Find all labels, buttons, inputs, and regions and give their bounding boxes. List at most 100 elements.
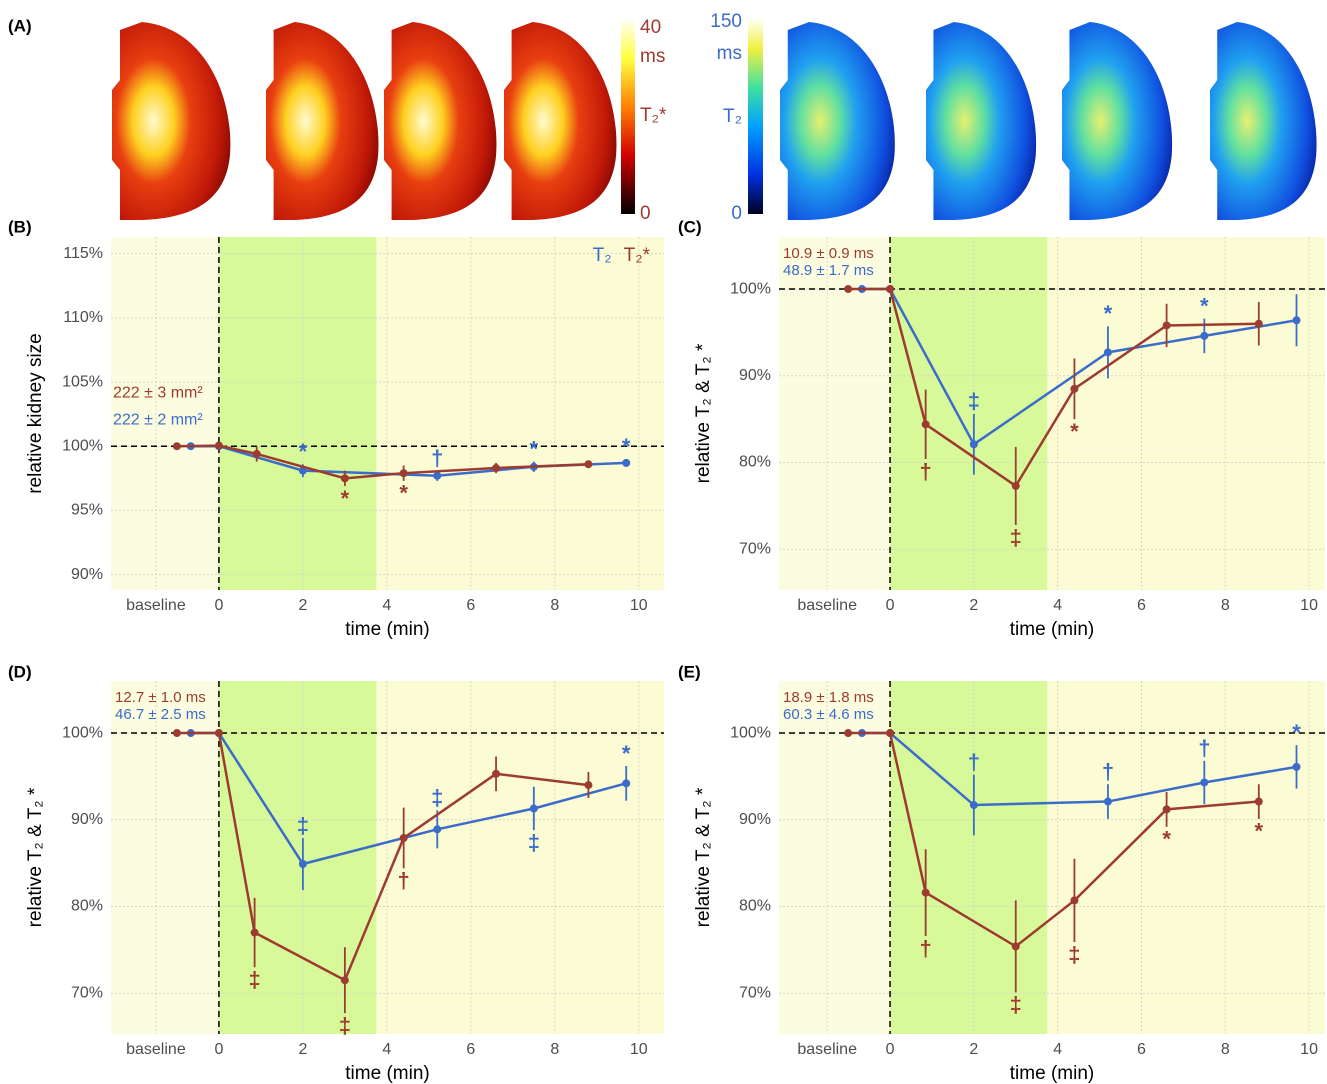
significance-marker: ‡ [1010, 525, 1022, 550]
x-tick-label: 4 [1053, 1041, 1062, 1058]
y-axis-title: relative T₂ & T₂ * [25, 787, 46, 927]
significance-marker: * [622, 741, 631, 766]
x-tick-label: 6 [466, 597, 475, 614]
data-point [922, 889, 930, 897]
data-point [844, 729, 852, 737]
data-point [1200, 778, 1208, 786]
data-point [1104, 348, 1112, 356]
x-axis-title: time (min) [1010, 1063, 1094, 1084]
x-tick-label: 10 [630, 1041, 648, 1058]
significance-marker: ‡ [431, 785, 443, 810]
significance-marker: * [1200, 293, 1209, 318]
y-axis-title: relative T₂ & T₂ * [693, 343, 714, 483]
annotation: 46.7 ± 2.5 ms [115, 706, 206, 723]
x-tick-label: 2 [298, 597, 307, 614]
legend-entry: T₂ [593, 245, 612, 266]
data-point [400, 469, 408, 477]
data-point [1255, 798, 1263, 806]
x-tick-label: 8 [1221, 1041, 1230, 1058]
y-tick-label: 90% [71, 566, 103, 583]
y-tick-label: 70% [739, 984, 771, 1001]
annotation: 18.9 ± 1.8 ms [783, 689, 874, 706]
annotation: 222 ± 3 mm² [113, 385, 203, 402]
x-tick-label: 6 [466, 1041, 475, 1058]
y-tick-label: 80% [739, 454, 771, 471]
y-tick-label: 90% [71, 811, 103, 828]
data-point [341, 976, 349, 984]
x-tick-label: 10 [1300, 1041, 1318, 1058]
annotation: 48.9 ± 1.7 ms [783, 262, 874, 279]
x-tick-label: 8 [550, 1041, 559, 1058]
significance-marker: * [1162, 827, 1171, 852]
kidney-maps-t2star [112, 22, 616, 220]
colorbar-label: 0 [640, 203, 651, 224]
y-tick-label: 80% [71, 898, 103, 915]
data-point [251, 929, 259, 937]
x-tick-label: 4 [382, 1041, 391, 1058]
y-tick-label: 90% [739, 367, 771, 384]
x-axis-title: time (min) [345, 1063, 429, 1084]
x-tick-label: baseline [126, 597, 186, 614]
y-axis-title: relative T₂ & T₂ * [693, 787, 714, 927]
colorbar-label: 0 [731, 203, 742, 224]
data-point [1163, 321, 1171, 329]
colorbar-label: ms [717, 43, 742, 64]
y-tick-label: 100% [62, 724, 103, 741]
significance-marker: † [398, 868, 410, 893]
x-tick-label: 0 [214, 597, 223, 614]
data-point [530, 804, 538, 812]
y-tick-label: 80% [739, 898, 771, 915]
significance-marker: * [1104, 301, 1113, 326]
data-point [1012, 942, 1020, 950]
x-tick-label: 2 [969, 1041, 978, 1058]
significance-marker: ‡ [528, 830, 540, 855]
kidney-maps-t2 [780, 22, 1317, 220]
significance-marker: * [299, 439, 308, 464]
y-tick-label: 70% [71, 984, 103, 1001]
significance-marker: ‡ [968, 389, 980, 414]
data-point [1293, 763, 1301, 771]
data-point [173, 729, 181, 737]
significance-marker: † [920, 936, 932, 961]
x-axis-title: time (min) [345, 619, 429, 640]
x-tick-label: 4 [1053, 597, 1062, 614]
y-tick-label: 110% [63, 309, 103, 326]
shaded-interval [219, 237, 376, 590]
annotation: 60.3 ± 4.6 ms [783, 706, 874, 723]
data-point [1104, 798, 1112, 806]
x-tick-label: 2 [298, 1041, 307, 1058]
y-tick-label: 70% [739, 540, 771, 557]
data-point [622, 779, 630, 787]
x-tick-label: 8 [550, 597, 559, 614]
significance-marker: † [920, 459, 932, 484]
annotation: 10.9 ± 0.9 ms [783, 245, 874, 262]
panel-label: (D) [8, 662, 32, 681]
colorbar-label: 40 [640, 17, 661, 38]
data-point [886, 285, 894, 293]
y-tick-label: 105% [62, 373, 103, 390]
shaded-interval [890, 681, 1047, 1034]
data-point [622, 459, 630, 467]
colorbar-label: T₂ [723, 106, 742, 127]
significance-marker: * [1292, 720, 1301, 745]
y-tick-label: 90% [739, 811, 771, 828]
legend-entry: T₂* [624, 245, 651, 266]
y-tick-label: 95% [71, 502, 103, 519]
data-point [1163, 805, 1171, 813]
figure: (A) 40 ms T₂* 0 150 ms T₂ 0 90%95%100%10… [0, 0, 1327, 1084]
x-tick-label: baseline [797, 1041, 857, 1058]
x-tick-label: 6 [1137, 1041, 1146, 1058]
significance-marker: † [968, 749, 980, 774]
data-point [253, 450, 261, 458]
data-point [1070, 385, 1078, 393]
x-tick-label: baseline [126, 1041, 186, 1058]
data-point [584, 781, 592, 789]
significance-marker: † [1102, 759, 1114, 784]
significance-marker: * [1255, 819, 1264, 844]
data-point [970, 440, 978, 448]
annotation: 12.7 ± 1.0 ms [115, 689, 206, 706]
significance-marker: † [1198, 736, 1210, 761]
x-tick-label: 6 [1137, 597, 1146, 614]
panel-label: (B) [8, 217, 32, 236]
y-tick-label: 115% [63, 245, 103, 262]
